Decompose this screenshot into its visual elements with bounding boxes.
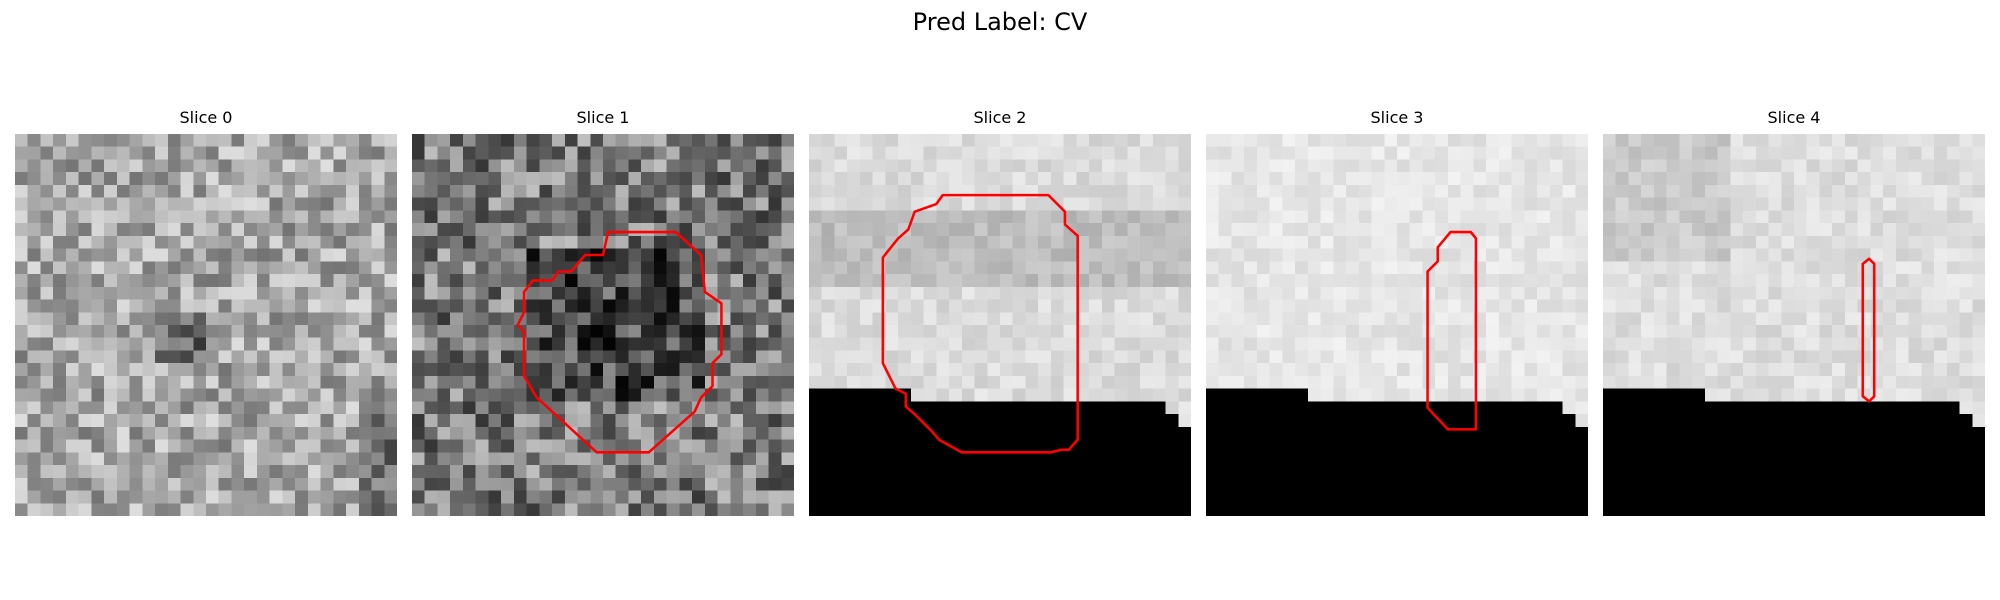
slice-panel-3: Slice 3 bbox=[1206, 108, 1588, 516]
slice-image-3 bbox=[1206, 134, 1588, 516]
segmentation-contour bbox=[881, 193, 1079, 454]
slice-image-4 bbox=[1603, 134, 1985, 516]
slice-title-4: Slice 4 bbox=[1767, 108, 1821, 127]
segmentation-contour bbox=[1426, 230, 1478, 431]
slice-title-1: Slice 1 bbox=[576, 108, 630, 127]
segmentation-contour bbox=[1861, 257, 1876, 403]
slice-title-2: Slice 2 bbox=[973, 108, 1027, 127]
slice-panel-2: Slice 2 bbox=[809, 108, 1191, 516]
segmentation-contour bbox=[516, 230, 723, 454]
slice-title-3: Slice 3 bbox=[1370, 108, 1424, 127]
slice-image-2 bbox=[809, 134, 1191, 516]
slice-image-0 bbox=[15, 134, 397, 516]
slice-title-0: Slice 0 bbox=[179, 108, 233, 127]
slice-image-1 bbox=[412, 134, 794, 516]
slice-panel-4: Slice 4 bbox=[1603, 108, 1985, 516]
figure-title: Pred Label: CV bbox=[912, 8, 1088, 36]
slice-panel-0: Slice 0 bbox=[15, 108, 397, 516]
slice-panel-1: Slice 1 bbox=[412, 108, 794, 516]
